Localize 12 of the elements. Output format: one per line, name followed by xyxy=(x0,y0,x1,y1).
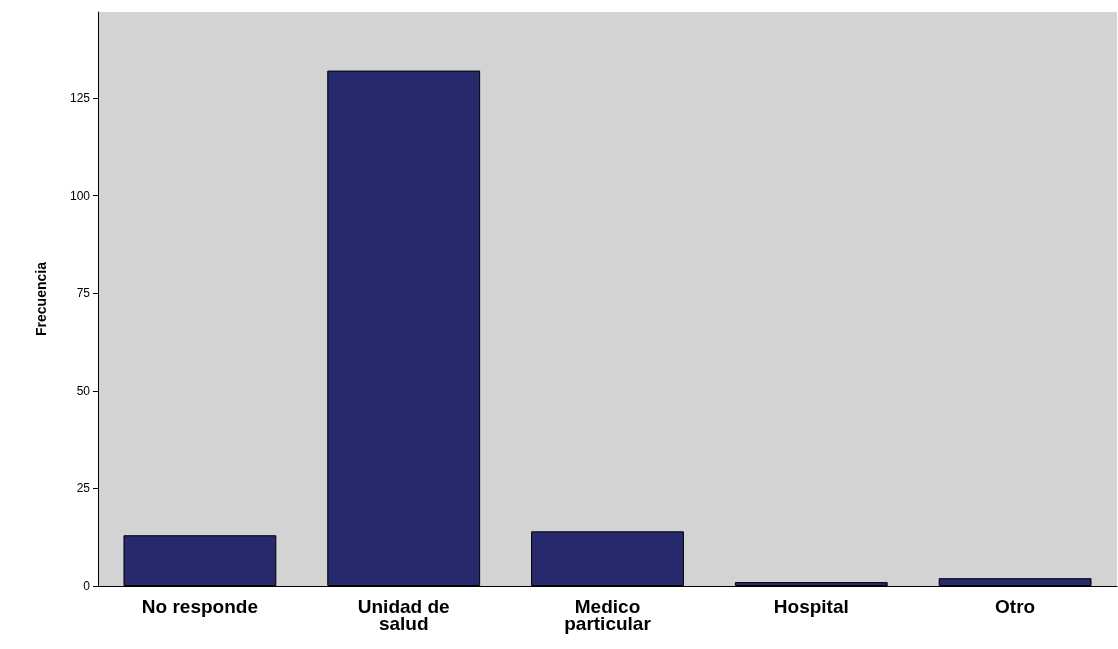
x-tick-label: Otro xyxy=(995,596,1036,617)
x-tick-label: No responde xyxy=(141,596,258,617)
y-tick-label: 100 xyxy=(69,188,91,203)
x-tick-label: Unidad de salud xyxy=(357,596,450,634)
y-tick-label: 25 xyxy=(76,481,91,496)
y-axis-title: Frecuencia xyxy=(33,261,49,336)
y-tick-label: 75 xyxy=(76,286,91,301)
y-tick-label: 0 xyxy=(83,579,91,593)
y-tick-label: 125 xyxy=(69,90,91,105)
x-tick-label: Medico particular xyxy=(564,596,652,634)
y-tick-label: 50 xyxy=(76,383,91,398)
x-tick-label: Hospital xyxy=(773,596,849,617)
